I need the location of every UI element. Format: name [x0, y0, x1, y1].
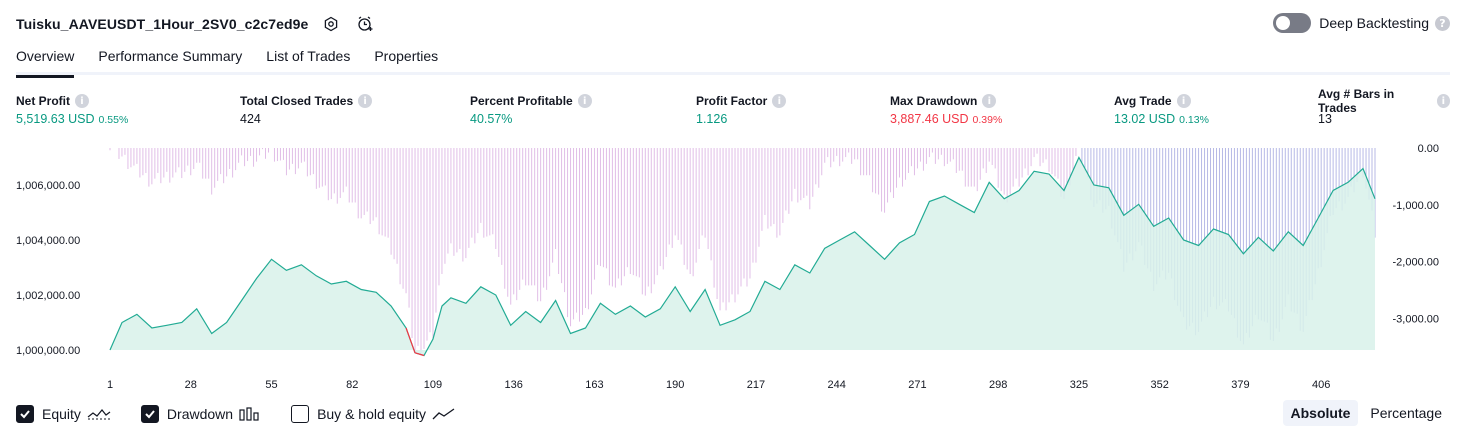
tab-overview[interactable]: Overview: [16, 44, 75, 78]
legend-label: Equity: [42, 406, 81, 422]
strategy-header: Tuisku_AAVEUSDT_1Hour_2SV0_c2c7ed9e: [16, 12, 376, 36]
strategy-title: Tuisku_AAVEUSDT_1Hour_2SV0_c2c7ed9e: [16, 16, 309, 32]
info-icon[interactable]: i: [772, 94, 787, 108]
metric-percent: 0.55%: [98, 114, 129, 126]
drawdown-axis-tick: -1,000.00: [1393, 200, 1439, 212]
legend-equity[interactable]: Equity: [16, 405, 111, 423]
info-icon[interactable]: i: [1436, 94, 1450, 108]
deep-backtesting-control: Deep Backtesting ?: [1273, 13, 1450, 33]
chart-svg: 1,006,000.00 1,004,000.00 1,002,000.00 1,00…: [16, 143, 1439, 391]
x-axis-tick: 352: [1151, 379, 1169, 391]
metric-label: Percent Profitable: [470, 94, 573, 108]
metric-label: Profit Factor: [696, 94, 768, 108]
metric-value: 13: [1318, 112, 1332, 126]
help-icon[interactable]: ?: [1435, 15, 1450, 31]
metric-value: 3,887.46 USD: [890, 112, 969, 126]
metric-net-profit: Net Profit i 5,519.63 USD 0.55%: [16, 92, 128, 126]
equity-line-icon: [87, 407, 111, 421]
percentage-button[interactable]: Percentage: [1370, 405, 1442, 421]
metric-avg-trade: Avg Trade i 13.02 USD 0.13%: [1114, 92, 1209, 126]
toggle-knob: [1276, 16, 1291, 30]
equity-loss-segment: [405, 327, 425, 357]
chart-legend: Equity Drawdown Buy & hold equity: [16, 402, 486, 426]
x-axis-tick: 244: [828, 379, 846, 391]
x-axis-tick: 163: [585, 379, 603, 391]
metric-avg-bars-in-trades: Avg # Bars in Trades i 13: [1318, 87, 1450, 126]
drawdown-bars: [109, 148, 1376, 356]
info-icon[interactable]: i: [982, 94, 997, 108]
metric-value: 5,519.63 USD: [16, 112, 95, 126]
x-axis-tick: 406: [1312, 379, 1330, 391]
x-axis-tick: 136: [505, 379, 523, 391]
legend-label: Drawdown: [166, 406, 234, 422]
metric-percent: 0.13%: [1179, 114, 1209, 126]
metric-label: Total Closed Trades: [240, 94, 354, 108]
info-icon[interactable]: i: [75, 94, 89, 108]
buy-hold-line-icon: [432, 407, 456, 421]
x-axis-tick: 217: [747, 379, 765, 391]
x-axis-tick: 379: [1231, 379, 1249, 391]
x-axis-tick: 271: [908, 379, 926, 391]
info-icon[interactable]: i: [1176, 94, 1191, 108]
x-axis-tick: 28: [185, 379, 197, 391]
drawdown-checkbox[interactable]: [140, 405, 159, 423]
metrics-row: Net Profit i 5,519.63 USD 0.55% Total Clos…: [16, 87, 1450, 132]
equity-checkbox[interactable]: [16, 405, 34, 423]
metric-value: 424: [240, 112, 261, 126]
metric-percent: 0.39%: [972, 114, 1003, 126]
equity-area: [110, 157, 1375, 356]
absolute-button[interactable]: Absolute: [1282, 400, 1359, 426]
equity-axis-tick: 1,002,000.00: [16, 290, 80, 302]
tab-properties[interactable]: Properties: [374, 48, 439, 64]
metric-label: Avg # Bars in Trades: [1318, 87, 1395, 115]
settings-icon[interactable]: [320, 13, 342, 35]
value-mode-switch: Absolute Percentage: [1279, 400, 1451, 426]
metric-label: Avg Trade: [1114, 94, 1172, 108]
equity-line: [109, 156, 1376, 357]
report-tabs: Overview Performance Summary List of Tra…: [16, 44, 1450, 78]
metric-percent-profitable: Percent Profitable i 40.57%: [470, 92, 592, 126]
drawdown-axis-tick: -2,000.00: [1393, 257, 1439, 269]
drawdown-bars-icon: [239, 407, 261, 421]
metric-value: 13.02 USD: [1114, 112, 1176, 126]
tab-performance-summary[interactable]: Performance Summary: [98, 48, 243, 64]
add-alert-icon[interactable]: [354, 13, 376, 35]
equity-axis-tick: 1,000,000.00: [16, 345, 80, 357]
x-axis-tick: 109: [424, 379, 442, 391]
equity-axis-tick: 1,004,000.00: [16, 235, 80, 247]
x-axis-tick: 298: [989, 379, 1007, 391]
equity-axis-tick: 1,006,000.00: [16, 180, 80, 192]
x-axis-tick: 325: [1070, 379, 1088, 391]
metric-max-drawdown: Max Drawdown i 3,887.46 USD 0.39%: [890, 92, 1002, 126]
drawdown-axis-tick: 0.00: [1418, 143, 1439, 155]
metric-total-closed-trades: Total Closed Trades i 424: [240, 92, 373, 126]
legend-label: Buy & hold equity: [317, 406, 427, 422]
x-axis-tick: 82: [346, 379, 358, 391]
deep-backtesting-label: Deep Backtesting: [1319, 15, 1429, 31]
metric-label: Net Profit: [16, 94, 70, 108]
info-icon[interactable]: i: [577, 94, 592, 108]
equity-drawdown-chart: 1,006,000.00 1,004,000.00 1,002,000.00 1,00…: [0, 140, 1466, 395]
deep-backtesting-toggle[interactable]: [1273, 13, 1312, 33]
chart-axes: 1,006,000.00 1,004,000.00 1,002,000.00 1,00…: [16, 143, 1439, 391]
metric-value: 1.126: [696, 112, 728, 126]
legend-drawdown[interactable]: Drawdown: [140, 405, 261, 423]
tab-list-of-trades[interactable]: List of Trades: [266, 48, 351, 64]
x-axis-tick: 55: [265, 379, 277, 391]
equity-plot: [109, 156, 1376, 357]
x-axis-tick: 190: [666, 379, 684, 391]
metric-label: Max Drawdown: [890, 94, 978, 108]
x-axis-tick: 1: [107, 379, 113, 391]
drawdown-axis-tick: -3,000.00: [1393, 313, 1439, 325]
metric-profit-factor: Profit Factor i 1.126: [696, 92, 787, 126]
metric-value: 40.57%: [470, 112, 513, 126]
info-icon[interactable]: i: [358, 94, 373, 108]
buy-hold-checkbox[interactable]: [291, 405, 310, 423]
legend-buy-hold-equity[interactable]: Buy & hold equity: [291, 405, 456, 423]
